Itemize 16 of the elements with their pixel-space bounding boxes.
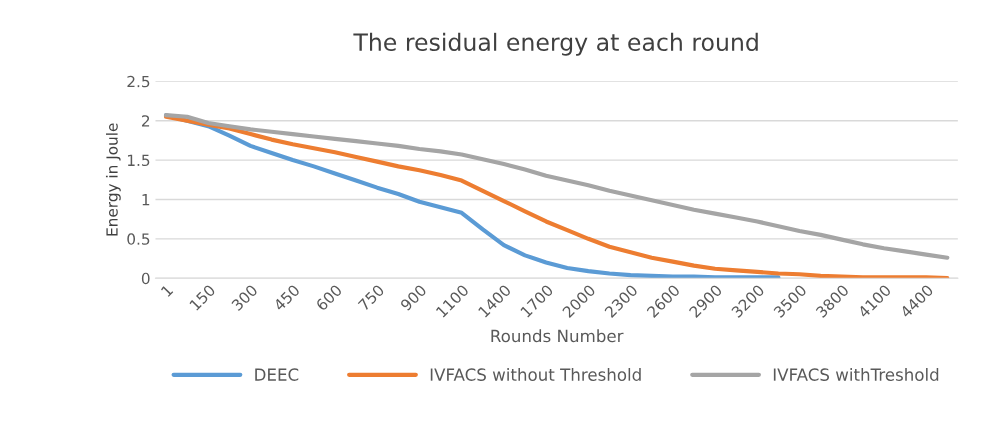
y-axis-title: Energy in Joule <box>105 123 121 236</box>
x-tick-label: 600 <box>315 283 343 312</box>
x-tick-label: 750 <box>357 283 385 312</box>
y-tick-label: 2.5 <box>127 75 150 88</box>
y-tick-label: 1 <box>142 194 150 206</box>
legend-label: IVFACS withTreshold <box>773 368 939 381</box>
y-tick-label: 0 <box>141 272 150 285</box>
y-tick-label: 1.5 <box>127 154 150 167</box>
y-tick-label: 0.5 <box>127 233 150 245</box>
legend-label: IVFACS without Threshold <box>430 368 641 381</box>
y-tick-label: 2 <box>142 115 150 127</box>
legend-label: DEEC <box>255 368 299 381</box>
chart-title: The residual energy at each round <box>353 32 758 56</box>
x-tick-label: 1 <box>160 284 174 297</box>
x-axis-title: Rounds Number <box>491 329 624 343</box>
x-tick-label: 450 <box>272 283 301 312</box>
